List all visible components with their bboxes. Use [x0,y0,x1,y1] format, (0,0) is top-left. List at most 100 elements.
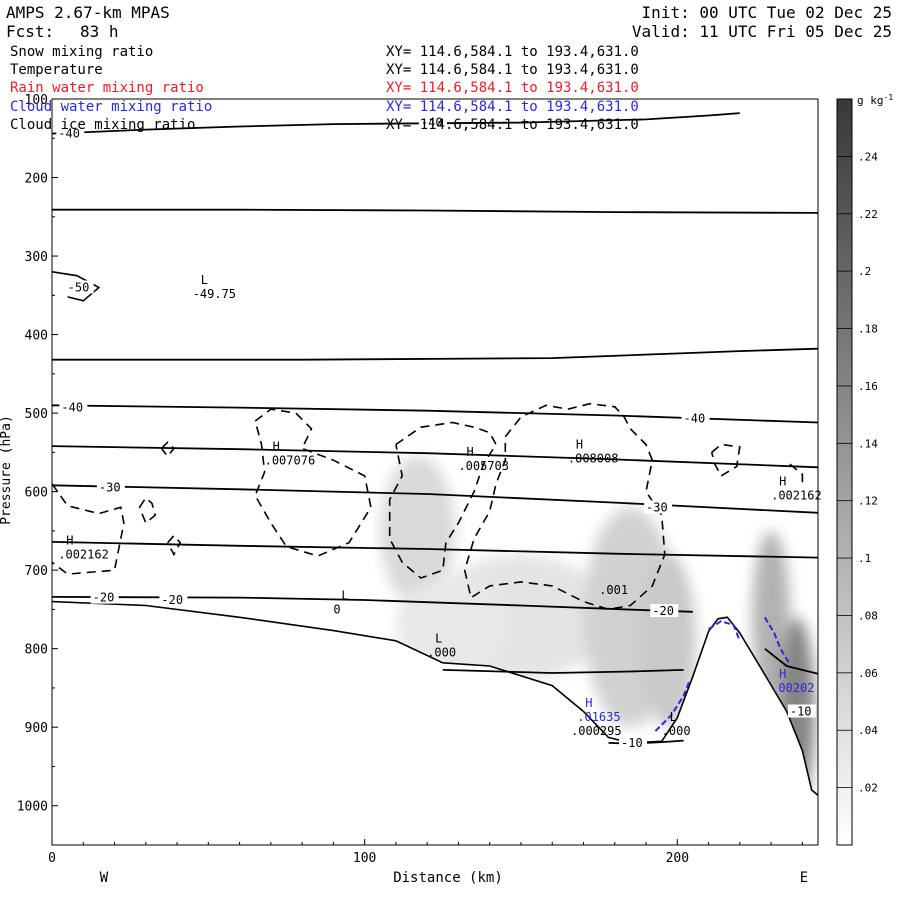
forecast-label: Fcst: [6,22,55,41]
y-tick-label-4: 500 [25,407,48,422]
temperature-label-9: -10 [621,736,643,750]
extremum-mark-1: H [273,439,280,453]
temperature-label-5: -30 [646,500,668,514]
y-tick-label-9: 1000 [17,800,48,815]
cloud-ice-contour-1 [388,421,497,579]
y-tick-label-5: 600 [25,486,48,501]
model-title: AMPS 2.67-km MPAS [6,3,170,22]
plot-frame [51,98,819,846]
cloud-ice-contour-5 [160,441,175,458]
extremum-mark-2: H [466,445,473,459]
colorbar-label-7: .16 [858,380,878,393]
layer-xy-cloud-ice: XY= 114.6,584.1 to 193.4,631.0 [386,117,639,133]
contour-labels: -40-50-40-40-30-30-20 -20-20-10-10-40L-49… [56,115,822,750]
colorbar-label-5: .12 [858,495,878,508]
temp-label-bg-2 [59,400,88,414]
terrain-line [52,600,818,797]
colorbar-label-9: .2 [858,265,871,278]
colorbar-unit: g kg-1 [857,93,893,107]
temp-label-bg-6 [90,590,119,604]
temperature-contour-cold-pocket [52,271,101,302]
layer-xy-rain: XY= 114.6,584.1 to 193.4,631.0 [386,80,639,96]
temp-label-bg-3 [681,411,710,425]
temperature-contour-5 [52,484,818,514]
y-tick-label-0: 100 [25,93,48,108]
valid-time: Valid: 11 UTC Fri 05 Dec 25 [631,22,892,41]
extremum-value-7: .000 [427,646,456,660]
cloud-water-contour-2 [763,616,791,665]
temp-label-bg-0 [56,126,85,140]
layer-name-snow: Snow mixing ratio [10,44,154,60]
temperature-contour-4 [52,445,818,469]
temperature-contour-10 [764,647,818,675]
y-tick-label-1: 200 [25,172,48,187]
colorbar-label-6: .14 [858,437,878,450]
cloud-water-contour-0 [654,679,691,732]
temperature-label-3: -40 [684,412,706,426]
temperature-contour-6 [52,541,818,559]
colorbar-label-0: .02 [858,782,878,795]
colorbar-label-4: .1 [858,552,871,565]
extremum-mark-11: L [670,710,677,724]
extremum-value-12: .00202 [771,681,814,695]
layer-name-cloud-ice: Cloud ice mixing ratio [10,117,196,133]
extremum-mark-0: L [201,273,208,287]
x-tick-label-2: 200 [666,851,689,866]
temp-label-bg-11 [418,115,447,129]
colorbar-unit-exp: -1 [884,93,894,102]
extremum-value-5: .002162 [58,548,109,562]
x-axis-title: Distance (km) [393,870,503,886]
temperature-label-0: -40 [58,127,80,141]
x-axis: 0 100 200 [48,839,803,866]
x-tick-label-1: 100 [353,851,376,866]
y-tick-label-2: 300 [25,250,48,265]
extremum-value-9: .01635 [577,710,620,724]
extremum-value-8: .001 [599,583,628,597]
cloud-ice-contour-0 [254,408,372,557]
x-tick-label-0: 0 [48,851,56,866]
y-tick-label-6: 700 [25,564,48,579]
layer-name-temperature: Temperature [10,62,103,78]
cloud-ice-contour-8 [52,483,125,575]
temp-label-bg-5 [644,500,673,514]
temp-label-bg-9 [619,735,648,749]
temp-label-bg-8 [650,603,679,617]
forecast-hour: 83 h [80,22,119,41]
cloud-ice-contour-2 [463,402,666,611]
temperature-contour-1 [52,208,818,214]
colorbar-scale [836,98,853,846]
y-tick-label-7: 800 [25,643,48,658]
layer-name-rain: Rain water mixing ratio [10,80,204,96]
layer-name-cloud-water: Cloud water mixing ratio [10,99,213,115]
temperature-label-4: -30 [99,481,121,495]
colorbar-label-2: .06 [858,667,878,680]
terrain [52,600,818,845]
extremum-value-1: .007076 [265,453,316,467]
temperature-label-7: -20 [161,593,183,607]
cloud-ice-contour-4 [789,463,804,488]
east-label: E [800,870,808,886]
temp-label-bg-1 [65,280,94,294]
cloud-water-contour-1 [708,620,741,642]
temp-label-bg-4 [96,480,125,494]
cloud-ice-contour-7 [138,496,157,525]
y-tick-label-3: 400 [25,329,48,344]
cloud-ice-contour-3 [710,443,741,478]
colorbar-label-1: .04 [858,724,878,737]
layer-xy-snow: XY= 114.6,584.1 to 193.4,631.0 [386,44,639,60]
extremum-mark-3: H [576,438,583,452]
temperature-label-2: -40 [61,401,83,415]
colorbar: g kg-1 .02 .04 .06 .08 .1 .12 .14 .16 .18 .2 .22 .2… [836,93,893,846]
extremum-value-4: .002162 [771,489,822,503]
temperature-contour-0 [52,112,740,135]
colorbar-label-8: .18 [858,323,878,336]
y-tick-label-8: 900 [25,721,48,736]
temperature-contour-2 [52,347,818,361]
extremum-value-2: .005703 [458,459,509,473]
extremum-value-11: .000 [662,724,691,738]
temp-label-bg-10 [787,704,816,718]
colorbar-label-3: .08 [858,609,878,622]
extremum-mark-9: H [585,696,592,710]
y-axis: 100 200 300 400 500 600 700 800 900 1000 [17,93,58,815]
